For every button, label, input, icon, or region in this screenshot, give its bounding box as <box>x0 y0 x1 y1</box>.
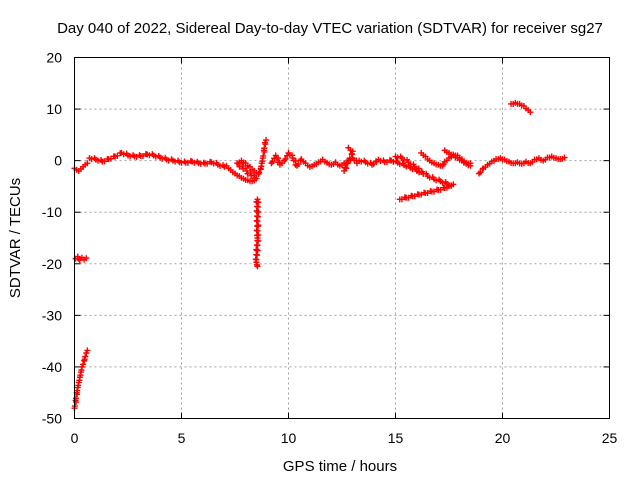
x-tick-label: 10 <box>281 430 297 446</box>
y-tick-label: -30 <box>42 307 62 323</box>
data-point <box>95 157 102 164</box>
x-axis-title: GPS time / hours <box>283 458 397 475</box>
data-point <box>114 152 121 159</box>
data-point <box>561 154 568 161</box>
data-point <box>181 158 188 165</box>
plot-frame <box>74 57 610 419</box>
data-point <box>84 347 91 354</box>
data-point <box>82 353 89 360</box>
data-point <box>261 145 268 152</box>
data-point <box>295 161 302 168</box>
data-point <box>467 162 474 169</box>
data-point <box>269 158 276 165</box>
data-point <box>256 169 263 176</box>
data-point <box>348 151 355 158</box>
y-tick-label: 20 <box>46 50 62 66</box>
chart-title: Day 040 of 2022, Sidereal Day-to-day VTE… <box>57 20 603 37</box>
grid <box>74 57 610 419</box>
data-point <box>83 255 90 262</box>
x-tick-label: 0 <box>71 430 79 446</box>
data-point <box>80 361 87 368</box>
data-point <box>433 177 440 184</box>
data-point <box>450 181 457 188</box>
data-point <box>390 158 397 165</box>
x-tick-label: 25 <box>602 430 618 446</box>
data-point <box>72 395 79 402</box>
data-point <box>240 165 247 172</box>
data-point <box>244 170 251 177</box>
data-point <box>152 153 159 160</box>
y-axis-title: SDTVAR / TECUs <box>7 178 24 298</box>
data-point <box>254 263 261 270</box>
y-tick-label: 0 <box>54 153 62 169</box>
y-tick-label: 10 <box>46 101 62 117</box>
data-point <box>251 174 258 181</box>
y-tick-label: -10 <box>42 204 62 220</box>
y-tick-label: -40 <box>42 359 62 375</box>
y-tick-label: -50 <box>42 411 62 427</box>
data-point <box>217 162 224 169</box>
data-point <box>343 165 350 172</box>
data-point <box>247 170 254 177</box>
data-point <box>477 169 484 176</box>
x-tick-label: 20 <box>495 430 511 446</box>
x-tick-label: 5 <box>178 430 186 446</box>
data-point <box>263 137 270 144</box>
data-point <box>260 152 267 159</box>
data-point <box>84 160 91 167</box>
data-point <box>239 163 246 170</box>
y-tick-label: -20 <box>42 256 62 272</box>
tick-labels: 0 5 10 15 20 25 -50 -40 -30 -20 -10 0 10 20 <box>42 50 618 447</box>
data-point <box>159 155 166 162</box>
data-point <box>248 172 255 179</box>
data-point <box>243 167 250 174</box>
data-points <box>71 99 568 412</box>
data-point <box>282 156 289 163</box>
data-point <box>344 160 351 167</box>
data-point <box>527 109 534 116</box>
data-point <box>346 155 353 162</box>
x-tick-label: 15 <box>388 430 404 446</box>
